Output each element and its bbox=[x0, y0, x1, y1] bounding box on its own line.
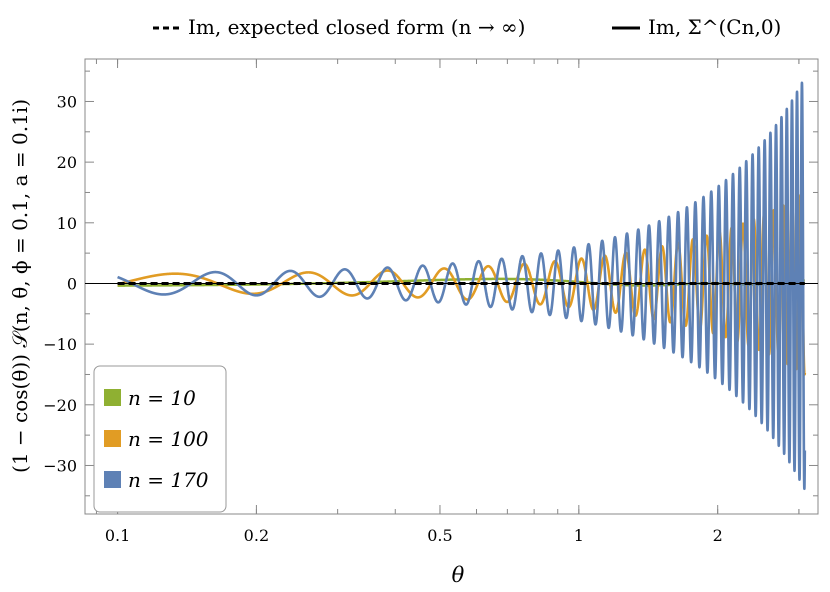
top-legend-label-dashed: Im, expected closed form (n → ∞) bbox=[188, 15, 525, 39]
top-legend-label-solid: Im, Σ^(Cn,0) bbox=[648, 15, 781, 39]
y-tick-label: −20 bbox=[43, 396, 77, 415]
y-tick-label: −10 bbox=[43, 335, 77, 354]
top-legend: Im, expected closed form (n → ∞) Im, Σ^(… bbox=[153, 15, 781, 39]
x-tick-label: 1 bbox=[574, 526, 584, 545]
y-axis-ticks: −30 −20 −10 0 10 20 30 bbox=[43, 70, 818, 497]
x-tick-label: 0.2 bbox=[244, 526, 269, 545]
x-tick-label: 0.5 bbox=[427, 526, 452, 545]
series-line-n170 bbox=[116, 81, 807, 491]
legend-swatch-n10 bbox=[104, 389, 121, 406]
x-tick-label: 0.1 bbox=[105, 526, 130, 545]
y-tick-label: 20 bbox=[57, 153, 77, 172]
plot-frame bbox=[84, 58, 819, 515]
legend-label-n170: n = 170 bbox=[128, 468, 209, 492]
legend-label-n10: n = 10 bbox=[128, 386, 196, 410]
y-tick-label: −30 bbox=[43, 456, 77, 475]
x-axis-title: θ bbox=[452, 563, 465, 587]
series-legend: n = 10 n = 100 n = 170 bbox=[93, 365, 227, 513]
y-tick-label: 0 bbox=[67, 274, 77, 293]
legend-swatch-n100 bbox=[104, 430, 121, 447]
legend-label-n100: n = 100 bbox=[128, 427, 209, 451]
legend-swatch-n170 bbox=[104, 471, 121, 488]
y-axis-title: (1 − cos(θ)) 𝒮(n, θ, ϕ = 0.1, a = 0.1i) bbox=[8, 99, 32, 473]
y-tick-label: 10 bbox=[57, 214, 77, 233]
y-tick-label: 30 bbox=[57, 92, 77, 111]
x-tick-label: 2 bbox=[713, 526, 723, 545]
legend-box bbox=[93, 365, 227, 513]
x-axis-ticks: 0.1 0.2 0.5 1 2 bbox=[95, 59, 800, 545]
